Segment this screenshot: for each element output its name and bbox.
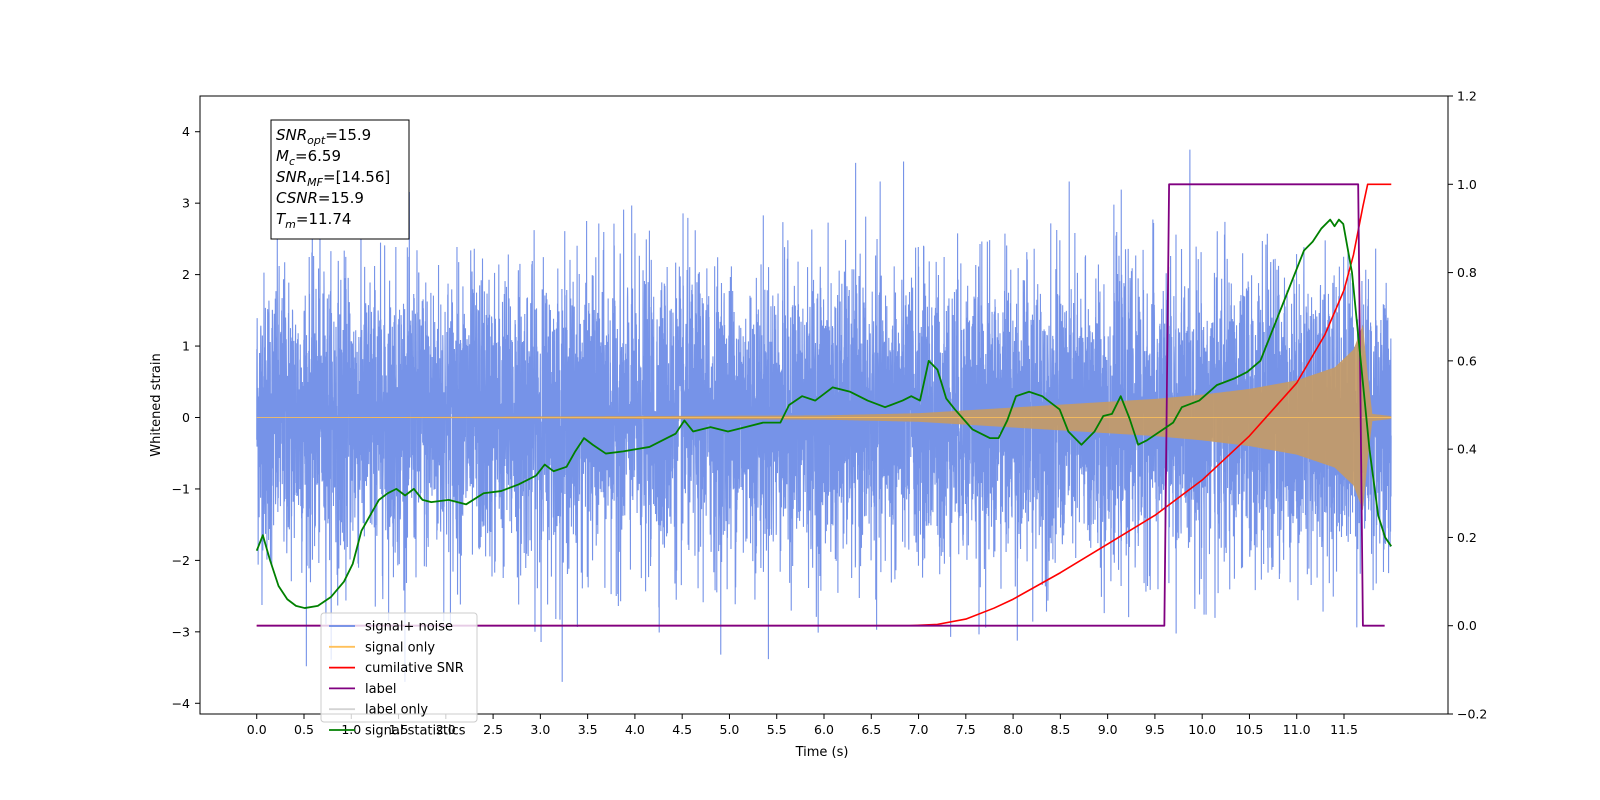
y-tick-label-left: −3 <box>172 624 190 639</box>
x-tick-label: 6.5 <box>861 722 881 737</box>
x-tick-label: 2.5 <box>483 722 503 737</box>
legend-label: signal statistics <box>365 724 466 739</box>
y-tick-label-left: −4 <box>172 696 190 711</box>
axes-layer: 0.0 0.5 1.0 1.5 2.0 2.5 3.0 3.5 4.0 4.5 5.0 5.5 6.0 6… <box>172 89 1488 738</box>
x-tick-label: 3.5 <box>578 722 598 737</box>
y-tick-label-right: 1.0 <box>1457 177 1477 192</box>
x-tick-label: 10.5 <box>1236 722 1264 737</box>
x-tick-label: 9.5 <box>1145 722 1165 737</box>
series-label <box>256 183 1385 627</box>
y-tick-label-left: 4 <box>182 124 190 139</box>
y-tick-label-right: 1.2 <box>1457 89 1477 104</box>
x-axis-label: Time (s) <box>795 745 849 760</box>
legend-label: label <box>365 682 396 697</box>
x-tick-label: 5.5 <box>767 722 787 737</box>
annotation-line: Tm=11.74 <box>276 210 351 231</box>
legend-label: label only <box>365 703 428 718</box>
legend-label: signal only <box>365 640 435 655</box>
legend: signal+ noise signal only cumilative SNR la… <box>320 612 478 739</box>
x-tick-label: 9.0 <box>1098 722 1118 737</box>
y-tick-label-left: −2 <box>172 553 190 568</box>
x-tick-label: 0.5 <box>294 722 314 737</box>
x-tick-label: 8.5 <box>1050 722 1070 737</box>
x-tick-label: 11.0 <box>1283 722 1311 737</box>
y-tick-label-right: 0.6 <box>1457 353 1477 368</box>
x-tick-label: 8.0 <box>1003 722 1023 737</box>
x-tick-label: 5.0 <box>720 722 740 737</box>
legend-label: signal+ noise <box>365 620 453 635</box>
series-layer <box>255 149 1393 682</box>
annotation-line: SNRMF=[14.56] <box>276 168 390 189</box>
y-axis-label-left: Whitened strain <box>149 353 164 456</box>
x-tick-label: 6.0 <box>814 722 834 737</box>
annotation-box: SNRopt=15.9Mc=6.59SNRMF=[14.56]CSNR=15.9… <box>270 119 410 240</box>
series-signal-noise <box>256 149 1392 682</box>
y-tick-label-left: 2 <box>182 267 190 282</box>
annotation-line: Mc=6.59 <box>276 147 341 168</box>
y-tick-label-right: 0.4 <box>1457 442 1477 457</box>
legend-frame <box>320 612 478 723</box>
x-tick-label: 3.0 <box>530 722 550 737</box>
legend-label: cumilative SNR <box>365 661 464 676</box>
y-tick-label-right: 0.0 <box>1457 618 1477 633</box>
series-signal-statistics <box>255 218 1393 609</box>
y-tick-label-right: 0.2 <box>1457 530 1477 545</box>
x-tick-label: 2.0 <box>436 722 456 737</box>
y-tick-label-left: 3 <box>182 196 190 211</box>
annotation-line: SNRopt=15.9 <box>276 126 371 147</box>
x-tick-label: 7.5 <box>956 722 976 737</box>
x-tick-label: 4.0 <box>625 722 645 737</box>
y-tick-label-left: 0 <box>182 410 190 425</box>
x-tick-label: 1.5 <box>389 722 409 737</box>
x-tick-label: 0.0 <box>247 722 267 737</box>
y-tick-label-left: −1 <box>172 481 190 496</box>
y-tick-label-right: 0.8 <box>1457 265 1477 280</box>
x-tick-label: 11.5 <box>1330 722 1358 737</box>
annotation-frame <box>270 119 410 240</box>
y-tick-label-right: −0.2 <box>1457 707 1487 722</box>
series-cumulative-snr <box>256 183 1392 627</box>
x-tick-label: 4.5 <box>672 722 692 737</box>
annotation-line: CSNR=15.9 <box>276 189 364 207</box>
x-tick-label: 10.0 <box>1188 722 1216 737</box>
x-tick-label: 7.0 <box>909 722 929 737</box>
y-tick-label-left: 1 <box>182 339 190 354</box>
